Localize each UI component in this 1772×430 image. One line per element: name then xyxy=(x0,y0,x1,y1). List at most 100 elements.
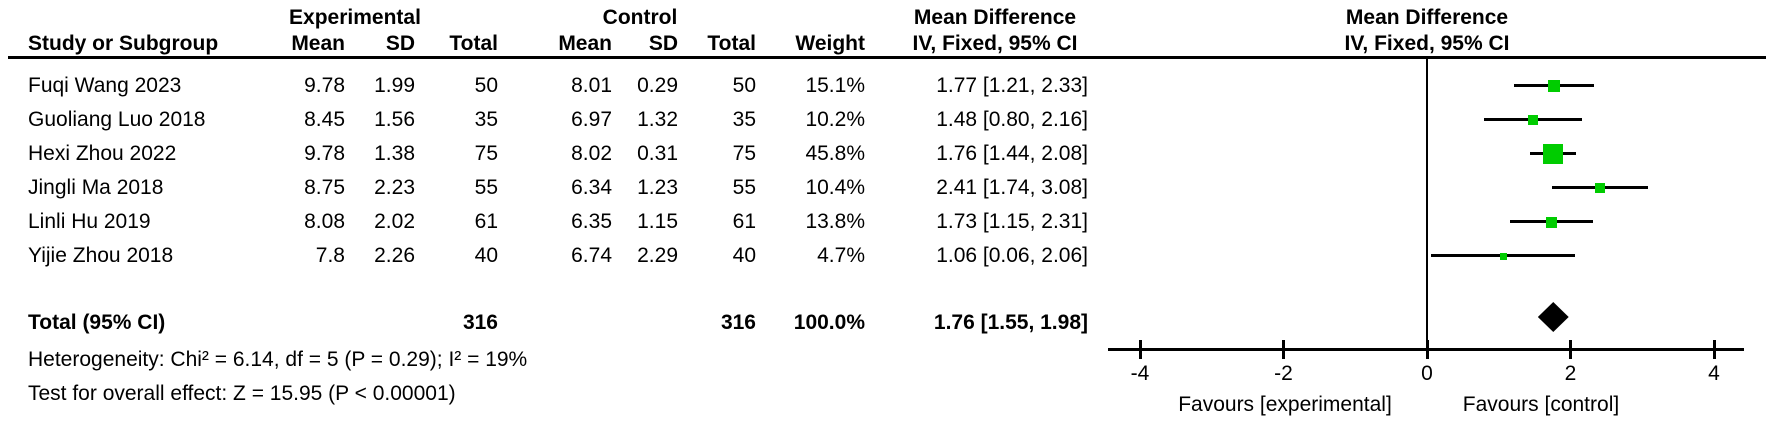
favours-right-label: Favours [control] xyxy=(1462,393,1620,416)
exp-sd-value: 1.99 xyxy=(374,74,415,97)
total-ci-text: 1.76 [1.55, 1.98] xyxy=(933,311,1088,334)
axis-tick xyxy=(1569,340,1572,359)
exp-sd-value: 2.23 xyxy=(374,176,415,199)
axis-tick xyxy=(1282,340,1285,359)
axis-tick xyxy=(1138,340,1142,359)
axis-tick xyxy=(1425,340,1429,359)
study-row: Hexi Zhou 2022 9.78 1.38 75 8.02 0.31 75… xyxy=(0,141,1100,167)
exp-sd-value: 2.26 xyxy=(374,244,415,267)
header-rule xyxy=(8,56,1766,59)
header-weight: Weight xyxy=(795,32,865,55)
ctrl-mean-value: 6.34 xyxy=(571,176,612,199)
study-label: Yijie Zhou 2018 xyxy=(28,244,174,267)
ctrl-total-value: 50 xyxy=(732,74,756,97)
ctrl-mean-value: 6.97 xyxy=(571,108,612,131)
effect-square xyxy=(1499,252,1507,260)
exp-total-value: 55 xyxy=(474,176,498,199)
header-ctrl-mean: Mean xyxy=(558,32,612,55)
study-label: Fuqi Wang 2023 xyxy=(28,74,182,97)
favours-left-label: Favours [experimental] xyxy=(1178,393,1392,416)
study-row: Fuqi Wang 2023 9.78 1.99 50 8.01 0.29 50… xyxy=(0,73,1100,99)
study-label: Linli Hu 2019 xyxy=(28,210,151,233)
header-group-experimental: Experimental xyxy=(289,6,421,29)
effect-square xyxy=(1545,216,1557,228)
exp-mean-value: 8.08 xyxy=(304,210,345,233)
exp-mean-value: 8.45 xyxy=(304,108,345,131)
weight-value: 13.8% xyxy=(805,210,865,233)
heterogeneity-text: Heterogeneity: Chi² = 6.14, df = 5 (P = … xyxy=(28,348,528,371)
exp-mean-value: 7.8 xyxy=(315,244,345,267)
ctrl-total-value: 55 xyxy=(732,176,756,199)
ctrl-total-value: 75 xyxy=(732,142,756,165)
exp-total-value: 35 xyxy=(474,108,498,131)
study-label: Guoliang Luo 2018 xyxy=(28,108,206,131)
ci-text-value: 1.06 [0.06, 2.06] xyxy=(936,244,1088,267)
axis-tick xyxy=(1712,340,1716,359)
zero-effect-line xyxy=(1426,58,1428,350)
study-label: Jingli Ma 2018 xyxy=(28,176,164,199)
total-ctrl-n: 316 xyxy=(720,311,756,334)
header-ctrl-sd: SD xyxy=(648,32,678,55)
axis-tick-label: 0 xyxy=(1421,362,1433,385)
study-row: Yijie Zhou 2018 7.8 2.26 40 6.74 2.29 40… xyxy=(0,243,1100,269)
ci-text-value: 1.48 [0.80, 2.16] xyxy=(936,108,1088,131)
study-row: Linli Hu 2019 8.08 2.02 61 6.35 1.15 61 … xyxy=(0,209,1100,235)
axis-tick-label: 2 xyxy=(1564,362,1577,385)
ctrl-mean-value: 6.35 xyxy=(571,210,612,233)
weight-value: 4.7% xyxy=(817,244,865,267)
header-ci-text: IV, Fixed, 95% CI xyxy=(912,32,1078,55)
ctrl-sd-value: 0.31 xyxy=(637,142,678,165)
exp-sd-value: 1.38 xyxy=(374,142,415,165)
ctrl-sd-value: 1.32 xyxy=(637,108,678,131)
weight-value: 10.4% xyxy=(805,176,865,199)
header-exp-sd: SD xyxy=(385,32,415,55)
total-exp-n: 316 xyxy=(462,311,498,334)
header-group-control: Control xyxy=(602,6,678,29)
weight-value: 15.1% xyxy=(805,74,865,97)
study-row: Jingli Ma 2018 8.75 2.23 55 6.34 1.23 55… xyxy=(0,175,1100,201)
exp-sd-value: 1.56 xyxy=(374,108,415,131)
effect-square xyxy=(1528,115,1539,125)
exp-mean-value: 9.78 xyxy=(304,74,345,97)
axis-tick-label: -4 xyxy=(1130,362,1150,385)
weight-value: 10.2% xyxy=(805,108,865,131)
exp-sd-value: 2.02 xyxy=(374,210,415,233)
axis-tick-label: 4 xyxy=(1708,362,1720,385)
exp-total-value: 61 xyxy=(474,210,498,233)
weight-value: 45.8% xyxy=(805,142,865,165)
study-label: Hexi Zhou 2022 xyxy=(28,142,177,165)
ctrl-total-value: 61 xyxy=(732,210,756,233)
ctrl-sd-value: 2.29 xyxy=(637,244,678,267)
ci-text-value: 2.41 [1.74, 3.08] xyxy=(936,176,1088,199)
effect-square xyxy=(1547,80,1560,92)
header-group-mean-difference: Mean Difference xyxy=(913,6,1077,29)
ctrl-mean-value: 6.74 xyxy=(571,244,612,267)
total-label: Total (95% CI) xyxy=(28,311,166,334)
ctrl-sd-value: 0.29 xyxy=(637,74,678,97)
exp-mean-value: 9.78 xyxy=(304,142,345,165)
effect-square xyxy=(1543,144,1564,164)
exp-total-value: 40 xyxy=(474,244,498,267)
ctrl-total-value: 40 xyxy=(732,244,756,267)
header-plot-mean-difference: Mean Difference xyxy=(1345,6,1509,29)
ctrl-mean-value: 8.01 xyxy=(571,74,612,97)
ctrl-total-value: 35 xyxy=(732,108,756,131)
exp-total-value: 50 xyxy=(474,74,498,97)
exp-total-value: 75 xyxy=(474,142,498,165)
ci-text-value: 1.76 [1.44, 2.08] xyxy=(936,142,1088,165)
total-weight: 100.0% xyxy=(793,311,865,334)
summary-diamond xyxy=(1537,302,1569,332)
header-study-or-subgroup: Study or Subgroup xyxy=(28,32,219,55)
axis-tick-label: -2 xyxy=(1274,362,1293,385)
ctrl-mean-value: 8.02 xyxy=(571,142,612,165)
header-exp-mean: Mean xyxy=(291,32,345,55)
ci-text-value: 1.73 [1.15, 2.31] xyxy=(936,210,1088,233)
header-plot-ci: IV, Fixed, 95% CI xyxy=(1344,32,1510,55)
study-row: Guoliang Luo 2018 8.45 1.56 35 6.97 1.32… xyxy=(0,107,1100,133)
header-ctrl-total: Total xyxy=(707,32,756,55)
header-exp-total: Total xyxy=(449,32,498,55)
ctrl-sd-value: 1.15 xyxy=(637,210,678,233)
ci-text-value: 1.77 [1.21, 2.33] xyxy=(936,74,1088,97)
exp-mean-value: 8.75 xyxy=(304,176,345,199)
